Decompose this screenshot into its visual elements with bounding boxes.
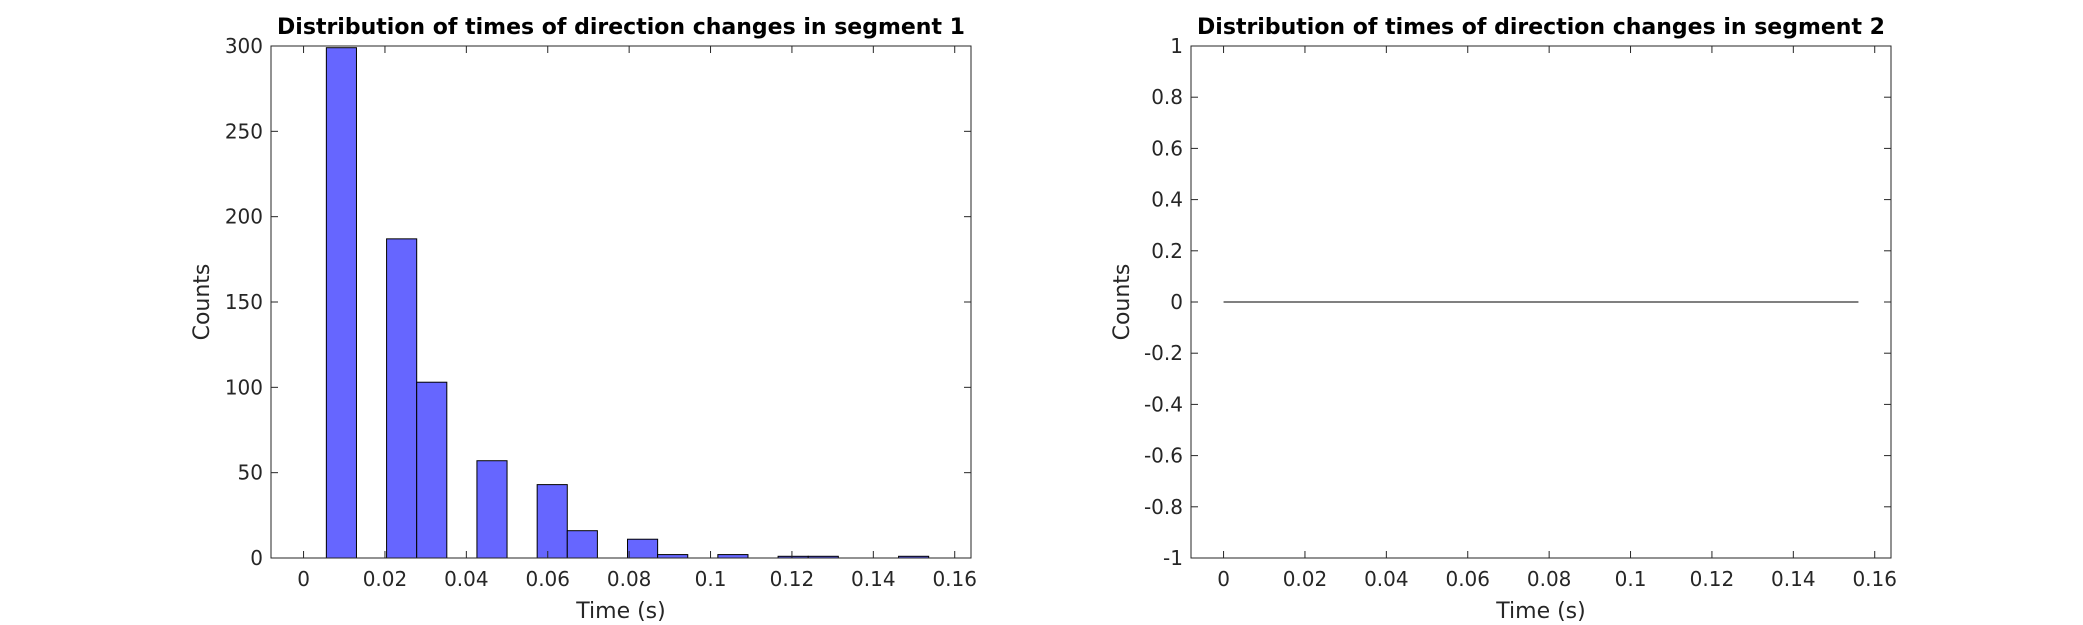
x-tick-label: 0.12 xyxy=(770,567,815,591)
y-axis-label: Counts xyxy=(190,264,215,341)
x-tick-label: 0.04 xyxy=(1364,567,1409,591)
x-tick-label: 0.04 xyxy=(444,567,489,591)
x-tick-label: 0.1 xyxy=(695,567,727,591)
y-tick-label: -0.2 xyxy=(1144,341,1183,365)
x-tick-label: 0 xyxy=(1217,567,1230,591)
histogram-bar xyxy=(476,460,508,559)
y-tick-label: -0.6 xyxy=(1144,444,1183,468)
histogram-bar xyxy=(717,554,749,559)
histogram-bar xyxy=(325,47,357,559)
y-tick-label: -1 xyxy=(1163,546,1183,570)
x-tick-label: 0.14 xyxy=(1771,567,1816,591)
x-tick-label: 0.08 xyxy=(607,567,652,591)
x-tick-label: 0 xyxy=(297,567,310,591)
x-tick-label: 0.14 xyxy=(851,567,896,591)
y-tick-label: 0.8 xyxy=(1151,85,1183,109)
histogram-bar xyxy=(627,538,659,559)
ticks-group: 0 0.02 0.04 0.06 0.08 0.1 0.12 0.14 0.16 0 50 100 15… xyxy=(225,34,977,591)
histogram-bar xyxy=(416,381,448,559)
y-tick-label: -0.4 xyxy=(1144,392,1183,416)
y-tick-label: 150 xyxy=(225,290,263,314)
x-tick-label: 0.16 xyxy=(1852,567,1897,591)
histogram-bar xyxy=(657,554,689,559)
x-axis-label: Time (s) xyxy=(575,599,665,624)
x-tick-label: 0.02 xyxy=(363,567,408,591)
chart-title: Distribution of times of direction chang… xyxy=(277,15,965,40)
y-tick-label: 300 xyxy=(225,34,263,58)
y-tick-label: 0.2 xyxy=(1151,239,1183,263)
y-tick-label: 0 xyxy=(1170,290,1183,314)
histogram-bar xyxy=(566,530,598,559)
bars-group xyxy=(325,47,930,559)
plot-area-background xyxy=(271,46,971,558)
y-tick-label: 250 xyxy=(225,119,263,143)
x-tick-label: 0.16 xyxy=(932,567,977,591)
y-tick-label: 200 xyxy=(225,205,263,229)
x-tick-label: 0.08 xyxy=(1527,567,1572,591)
histogram-panel-segment-1: 0 0.02 0.04 0.06 0.08 0.1 0.12 0.14 0.16 0 50 100 15… xyxy=(190,15,977,624)
y-tick-label: 0 xyxy=(250,546,263,570)
chart-title: Distribution of times of direction chang… xyxy=(1197,15,1885,40)
y-tick-label: 0.4 xyxy=(1151,188,1183,212)
x-tick-label: 0.12 xyxy=(1690,567,1735,591)
x-tick-label: 0.06 xyxy=(525,567,570,591)
x-tick-label: 0.1 xyxy=(1615,567,1647,591)
y-tick-label: 50 xyxy=(238,461,263,485)
y-axis-label: Counts xyxy=(1110,264,1135,341)
histogram-bar xyxy=(536,484,568,559)
y-tick-label: 1 xyxy=(1170,34,1183,58)
histogram-bar xyxy=(386,238,418,559)
y-tick-label: 100 xyxy=(225,375,263,399)
x-tick-label: 0.06 xyxy=(1445,567,1490,591)
y-tick-label: 0.6 xyxy=(1151,136,1183,160)
x-tick-label: 0.02 xyxy=(1283,567,1328,591)
histogram-panel-segment-2: 0 0.02 0.04 0.06 0.08 0.1 0.12 0.14 0.16 -1 -0.8 -0… xyxy=(1110,15,1897,624)
ticks-group: 0 0.02 0.04 0.06 0.08 0.1 0.12 0.14 0.16 -1 -0.8 -0… xyxy=(1144,34,1897,591)
x-axis-label: Time (s) xyxy=(1495,599,1585,624)
y-tick-label: -0.8 xyxy=(1144,495,1183,519)
